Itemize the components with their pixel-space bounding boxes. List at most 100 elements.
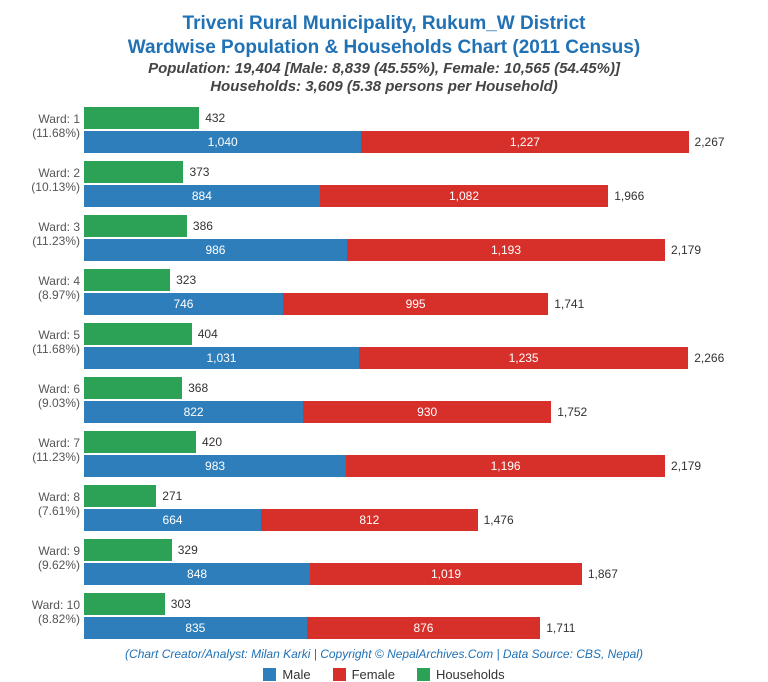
households-value: 303 [171, 597, 191, 611]
ward-name: Ward: 3 [38, 220, 80, 234]
households-track: 432 [84, 107, 750, 129]
ward-name: Ward: 9 [38, 544, 80, 558]
legend-swatch [263, 668, 276, 681]
female-value: 1,235 [509, 351, 539, 365]
total-value: 1,711 [546, 621, 575, 635]
population-track: 835 876 1,711 [84, 617, 750, 639]
ward-pct: (7.61%) [18, 505, 80, 519]
households-bar [84, 215, 187, 237]
male-bar: 835 [84, 617, 307, 639]
title-line1: Triveni Rural Municipality, Rukum_W Dist… [18, 12, 750, 36]
ward-label: Ward: 3(11.23%) [18, 215, 84, 249]
male-bar: 848 [84, 563, 310, 585]
female-value: 1,196 [491, 459, 521, 473]
title-line2: Wardwise Population & Households Chart (… [18, 36, 750, 60]
ward-label: Ward: 1(11.68%) [18, 107, 84, 141]
ward-pct: (8.82%) [18, 613, 80, 627]
bars-col: 4209831,1962,179 [84, 431, 750, 479]
male-bar: 664 [84, 509, 261, 531]
households-track: 368 [84, 377, 750, 399]
male-value: 664 [163, 513, 183, 527]
legend-label: Households [436, 667, 505, 682]
households-bar [84, 377, 182, 399]
ward-row: Ward: 6(9.03%)3688229301,752 [18, 377, 750, 427]
ward-row: Ward: 5(11.68%)4041,0311,2352,266 [18, 323, 750, 373]
female-bar: 812 [261, 509, 478, 531]
male-value: 848 [187, 567, 207, 581]
population-track: 1,040 1,227 2,267 [84, 131, 750, 153]
ward-row: Ward: 8(7.61%) 271 664 812 1,476 [18, 485, 750, 535]
legend-swatch [417, 668, 430, 681]
bars-col: 303 835 876 1,711 [84, 593, 750, 641]
ward-name: Ward: 10 [32, 598, 80, 612]
total-value: 2,266 [694, 351, 724, 365]
male-value: 1,040 [208, 135, 238, 149]
ward-name: Ward: 6 [38, 382, 80, 396]
male-value: 835 [185, 621, 205, 635]
subtitle-line2: Households: 3,609 (5.38 persons per Hous… [18, 78, 750, 97]
bars-col: 323 7469951,741 [84, 269, 750, 317]
total-value: 2,179 [671, 243, 701, 257]
female-value: 876 [413, 621, 433, 635]
households-bar [84, 593, 165, 615]
households-value: 432 [205, 111, 225, 125]
households-track: 420 [84, 431, 750, 453]
male-bar: 884 [84, 185, 320, 207]
ward-pct: (9.03%) [18, 397, 80, 411]
households-bar [84, 431, 196, 453]
ward-label: Ward: 2(10.13%) [18, 161, 84, 195]
subtitle-line1: Population: 19,404 [Male: 8,839 (45.55%)… [18, 60, 750, 79]
male-value: 986 [205, 243, 225, 257]
female-bar: 1,196 [346, 455, 665, 477]
ward-label: Ward: 8(7.61%) [18, 485, 84, 519]
legend-item: Households [417, 667, 505, 682]
legend-swatch [333, 668, 346, 681]
ward-row: Ward: 4(8.97%)3237469951,741 [18, 269, 750, 319]
ward-pct: (10.13%) [18, 181, 80, 195]
female-value: 1,082 [449, 189, 479, 203]
ward-name: Ward: 1 [38, 112, 80, 126]
legend-label: Male [282, 667, 310, 682]
households-bar [84, 107, 199, 129]
bars-col: 3738841,0821,966 [84, 161, 750, 209]
female-value: 1,019 [431, 567, 461, 581]
households-track: 373 [84, 161, 750, 183]
ward-pct: (9.62%) [18, 559, 80, 573]
female-value: 1,227 [510, 135, 540, 149]
households-value: 323 [176, 273, 196, 287]
ward-pct: (8.97%) [18, 289, 80, 303]
legend: Male Female Households [18, 667, 750, 682]
households-value: 373 [189, 165, 209, 179]
households-track: 386 [84, 215, 750, 237]
population-track: 1,031 1,235 2,266 [84, 347, 750, 369]
population-track: 848 1,019 1,867 [84, 563, 750, 585]
population-track: 986 1,193 2,179 [84, 239, 750, 261]
population-track: 7469951,741 [84, 293, 750, 315]
ward-row: Ward: 7(11.23%)4209831,1962,179 [18, 431, 750, 481]
male-bar: 1,040 [84, 131, 361, 153]
households-track: 329 [84, 539, 750, 561]
ward-pct: (11.23%) [18, 451, 80, 465]
total-value: 2,267 [695, 135, 725, 149]
female-bar: 1,235 [359, 347, 688, 369]
male-bar: 822 [84, 401, 303, 423]
households-value: 368 [188, 381, 208, 395]
households-value: 271 [162, 489, 182, 503]
male-value: 1,031 [206, 351, 236, 365]
bars-col: 386 986 1,193 2,179 [84, 215, 750, 263]
female-bar: 930 [303, 401, 551, 423]
male-bar: 983 [84, 455, 346, 477]
total-value: 1,476 [484, 513, 514, 527]
female-value: 1,193 [491, 243, 521, 257]
ward-label: Ward: 9(9.62%) [18, 539, 84, 573]
footnote: (Chart Creator/Analyst: Milan Karki | Co… [18, 647, 750, 661]
chart-container: Triveni Rural Municipality, Rukum_W Dist… [0, 0, 768, 666]
bars-col: 329 848 1,019 1,867 [84, 539, 750, 587]
ward-row: Ward: 9(9.62%)3298481,0191,867 [18, 539, 750, 589]
total-value: 1,867 [588, 567, 618, 581]
households-value: 404 [198, 327, 218, 341]
male-value: 822 [184, 405, 204, 419]
title-block: Triveni Rural Municipality, Rukum_W Dist… [18, 12, 750, 97]
households-bar [84, 323, 192, 345]
legend-label: Female [352, 667, 395, 682]
